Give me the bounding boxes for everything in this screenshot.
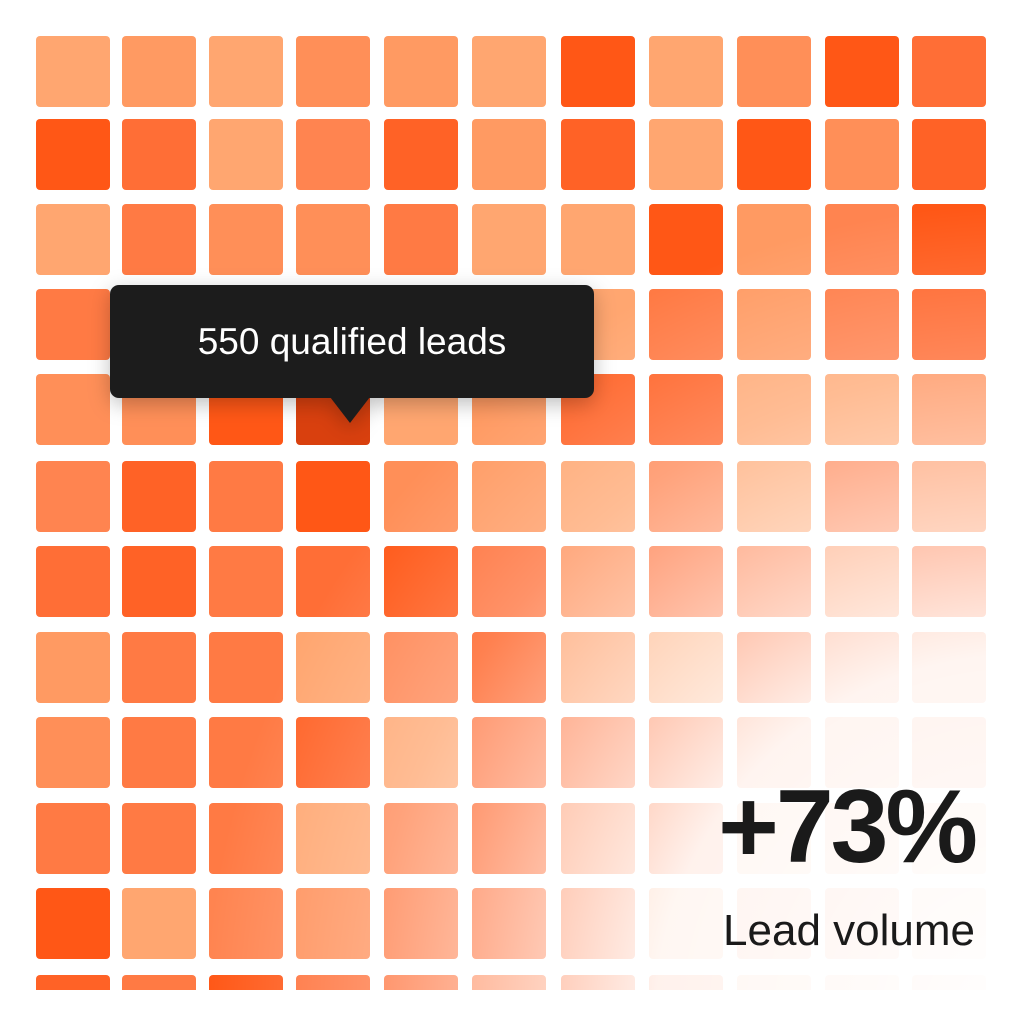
tooltip-box <box>110 285 594 398</box>
stat-label: Lead volume <box>723 906 975 955</box>
stat-value: +73% <box>718 769 975 885</box>
tooltip <box>110 285 594 423</box>
tooltip-pointer <box>330 397 370 423</box>
tooltip-label: 550 qualified leads <box>198 321 507 362</box>
